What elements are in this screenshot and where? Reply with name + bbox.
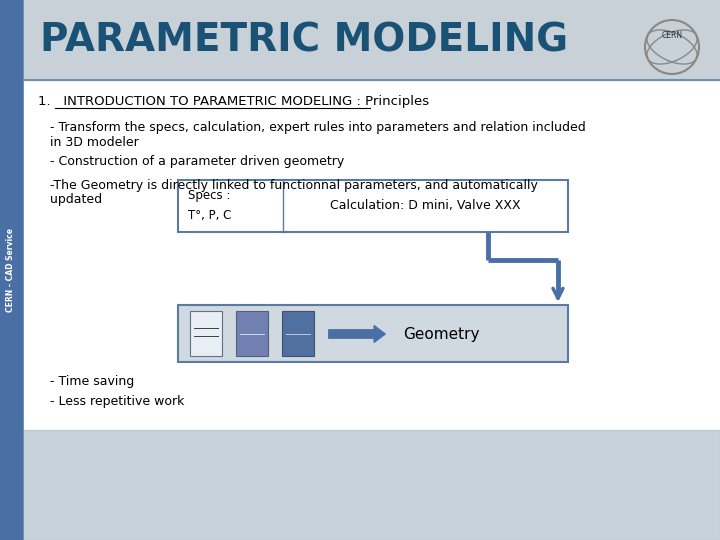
Bar <box>190 311 222 356</box>
Text: Geometry: Geometry <box>403 327 480 341</box>
FancyArrowPatch shape <box>329 326 385 342</box>
Bar <box>282 311 314 356</box>
Text: 1.   INTRODUCTION TO PARAMETRIC MODELING : Principles: 1. INTRODUCTION TO PARAMETRIC MODELING :… <box>38 96 429 109</box>
Text: PARAMETRIC MODELING: PARAMETRIC MODELING <box>40 21 568 59</box>
Text: T°, P, C: T°, P, C <box>188 210 231 222</box>
FancyBboxPatch shape <box>178 180 568 232</box>
Text: - Construction of a parameter driven geometry: - Construction of a parameter driven geo… <box>50 156 344 168</box>
Text: updated: updated <box>50 192 102 206</box>
Text: - Transform the specs, calculation, expert rules into parameters and relation in: - Transform the specs, calculation, expe… <box>50 122 586 134</box>
Text: Calculation: D mini, Valve XXX: Calculation: D mini, Valve XXX <box>330 199 521 213</box>
Bar <box>0 0 22 540</box>
Text: CERN: CERN <box>662 30 683 39</box>
Text: in 3D modeler: in 3D modeler <box>50 136 139 148</box>
Bar <box>236 311 268 356</box>
FancyBboxPatch shape <box>178 305 568 362</box>
Text: -The Geometry is directly linked to functionnal parameters, and automatically: -The Geometry is directly linked to func… <box>50 179 538 192</box>
Text: - Time saving: - Time saving <box>50 375 134 388</box>
Text: Specs :: Specs : <box>188 190 230 202</box>
Bar <box>22 0 720 80</box>
Bar <box>22 430 720 540</box>
Text: - Less repetitive work: - Less repetitive work <box>50 395 184 408</box>
Text: CERN - CAD Service: CERN - CAD Service <box>6 228 16 312</box>
